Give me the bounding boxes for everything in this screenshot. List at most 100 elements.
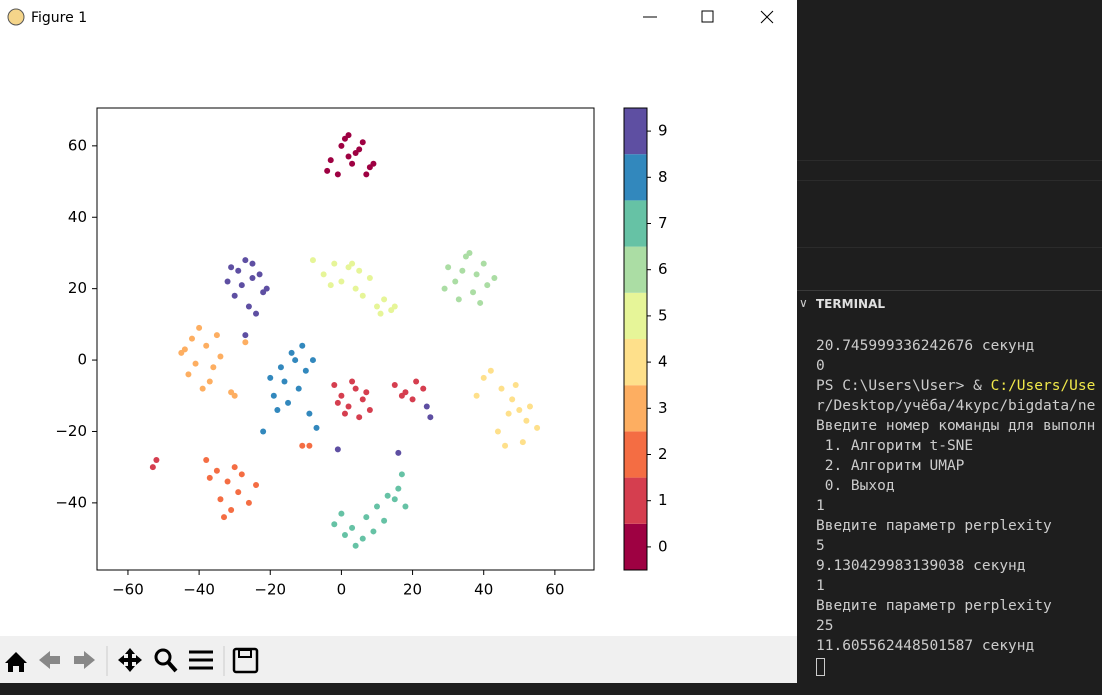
point — [484, 282, 491, 289]
point — [349, 160, 356, 167]
point — [402, 503, 409, 510]
point — [473, 392, 480, 399]
point — [277, 364, 284, 371]
point — [302, 367, 309, 374]
colorbar-segment — [624, 477, 647, 524]
point — [249, 260, 256, 267]
y-tick-label: 20 — [68, 279, 87, 297]
terminal-line: 1 — [816, 498, 825, 514]
x-tick-label: −20 — [254, 581, 286, 599]
point — [373, 303, 380, 310]
terminal-panel: ∨ TERMINAL 20.745999336242676 секунд 0 PS … — [797, 0, 1102, 691]
terminal-line: 11.605562448501587 секунд — [816, 638, 1035, 654]
point — [363, 514, 370, 521]
point — [185, 371, 192, 378]
point — [327, 157, 334, 164]
point — [292, 357, 299, 364]
point — [242, 257, 249, 264]
point — [381, 517, 388, 524]
point — [455, 296, 462, 303]
point — [334, 399, 341, 406]
point — [427, 414, 434, 421]
colorbar-segment — [624, 385, 647, 432]
colorbar-tick-label: 1 — [658, 491, 668, 509]
point — [221, 514, 228, 521]
terminal-line: PS C:\Users\User> & C:/Users/Use — [816, 378, 1095, 394]
close-button[interactable] — [760, 10, 774, 24]
point — [224, 478, 231, 485]
point — [231, 292, 238, 299]
configure-button[interactable] — [189, 650, 213, 670]
point — [373, 503, 380, 510]
colorbar-tick-label: 8 — [658, 168, 668, 186]
point — [253, 482, 260, 489]
point — [477, 299, 484, 306]
point — [445, 264, 452, 271]
x-tick-label: 40 — [474, 581, 493, 599]
pan-button[interactable] — [118, 648, 142, 672]
point — [349, 524, 356, 531]
point — [288, 349, 295, 356]
point — [228, 507, 235, 514]
point — [338, 142, 345, 149]
terminal-header[interactable]: TERMINAL — [816, 297, 886, 311]
point — [238, 471, 245, 478]
point — [149, 464, 156, 471]
point — [494, 428, 501, 435]
point — [235, 489, 242, 496]
colorbar-tick-label: 9 — [658, 122, 668, 140]
maximize-button[interactable] — [701, 10, 714, 23]
point — [203, 342, 210, 349]
point — [519, 439, 526, 446]
point — [295, 385, 302, 392]
x-tick-label: −40 — [183, 581, 215, 599]
terminal-line: Введите параметр perplexity — [816, 598, 1052, 614]
terminal-line: Введите номер команды для выполн — [816, 418, 1096, 434]
point — [235, 267, 242, 274]
point — [331, 521, 338, 528]
forward-button[interactable] — [74, 651, 95, 669]
point — [356, 267, 363, 274]
colorbar-segment — [624, 523, 647, 570]
point — [409, 396, 416, 403]
point — [210, 364, 217, 371]
home-button[interactable] — [5, 652, 27, 672]
point — [359, 396, 366, 403]
prompt: PS C:\Users\User> & — [816, 378, 991, 394]
point — [320, 271, 327, 278]
point — [473, 271, 480, 278]
point — [466, 249, 473, 256]
point — [153, 457, 160, 464]
command-path: C:/Users/Use — [990, 378, 1096, 394]
zoom-handle — [166, 660, 178, 673]
point — [263, 285, 270, 292]
panel-divider — [797, 180, 1102, 181]
point — [341, 410, 348, 417]
point — [260, 428, 267, 435]
back-button[interactable] — [39, 651, 60, 669]
colorbar-tick-label: 7 — [658, 214, 668, 232]
point — [363, 389, 370, 396]
point — [423, 403, 430, 410]
panel-divider — [797, 247, 1102, 248]
chevron[interactable]: ∨ — [799, 296, 808, 310]
point — [366, 274, 373, 281]
colorbar-segment — [624, 200, 647, 247]
point — [188, 335, 195, 342]
zoom-button[interactable] — [154, 648, 172, 666]
x-tick-label: 60 — [545, 581, 564, 599]
y-tick-label: −20 — [55, 422, 87, 440]
point — [441, 285, 448, 292]
y-tick-label: 40 — [68, 208, 87, 226]
point — [306, 442, 313, 449]
point — [381, 296, 388, 303]
point — [356, 146, 363, 153]
point — [480, 260, 487, 267]
point — [338, 510, 345, 517]
point — [231, 392, 238, 399]
point — [299, 442, 306, 449]
point — [306, 410, 313, 417]
terminal-line: 0 — [816, 358, 825, 374]
point — [470, 289, 477, 296]
